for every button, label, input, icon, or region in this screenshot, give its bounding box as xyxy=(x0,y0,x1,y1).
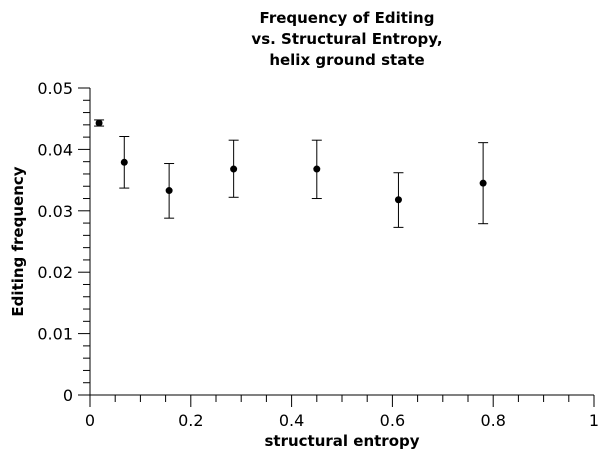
data-points xyxy=(94,119,489,228)
x-tick-label: 0.2 xyxy=(178,411,203,430)
y-tick-label: 0.05 xyxy=(37,79,73,98)
data-point-group xyxy=(164,163,175,219)
ticks: 0 0.2 0.4 0.6 0.8 1 0 0.01 0.02 0.03 0.04 0.05 xyxy=(37,79,599,430)
y-tick-label: 0.01 xyxy=(37,325,73,344)
data-point-group xyxy=(478,142,489,225)
x-tick-label: 0.4 xyxy=(279,411,304,430)
y-tick-label: 0 xyxy=(63,386,73,405)
data-point-marker xyxy=(479,179,487,187)
x-tick-label: 0 xyxy=(85,411,95,430)
data-point-group xyxy=(94,119,105,127)
data-point-group xyxy=(311,139,322,200)
x-tick-label: 0.6 xyxy=(380,411,405,430)
data-point-marker xyxy=(165,187,173,195)
y-axis-label: Editing frequency xyxy=(9,166,27,316)
data-point-marker xyxy=(394,196,402,204)
chart-title: Frequency of Editing vs. Structural Entro… xyxy=(251,9,442,69)
data-point-marker xyxy=(230,165,238,173)
data-point-group xyxy=(119,136,130,189)
data-point-group xyxy=(228,139,239,198)
x-axis-label: structural entropy xyxy=(264,432,419,450)
chart-title-line: helix ground state xyxy=(269,51,424,69)
chart-title-line: Frequency of Editing xyxy=(260,9,435,27)
y-tick-label: 0.03 xyxy=(37,202,73,221)
x-tick-label: 1 xyxy=(589,411,599,430)
data-point-group xyxy=(393,172,404,228)
x-tick-label: 0.8 xyxy=(480,411,505,430)
y-tick-label: 0.02 xyxy=(37,263,73,282)
data-point-marker xyxy=(313,165,321,173)
data-point-marker xyxy=(95,119,103,127)
y-tick-label: 0.04 xyxy=(37,140,73,159)
axes xyxy=(89,88,594,396)
chart-title-line: vs. Structural Entropy, xyxy=(251,30,442,48)
data-point-marker xyxy=(120,158,128,166)
